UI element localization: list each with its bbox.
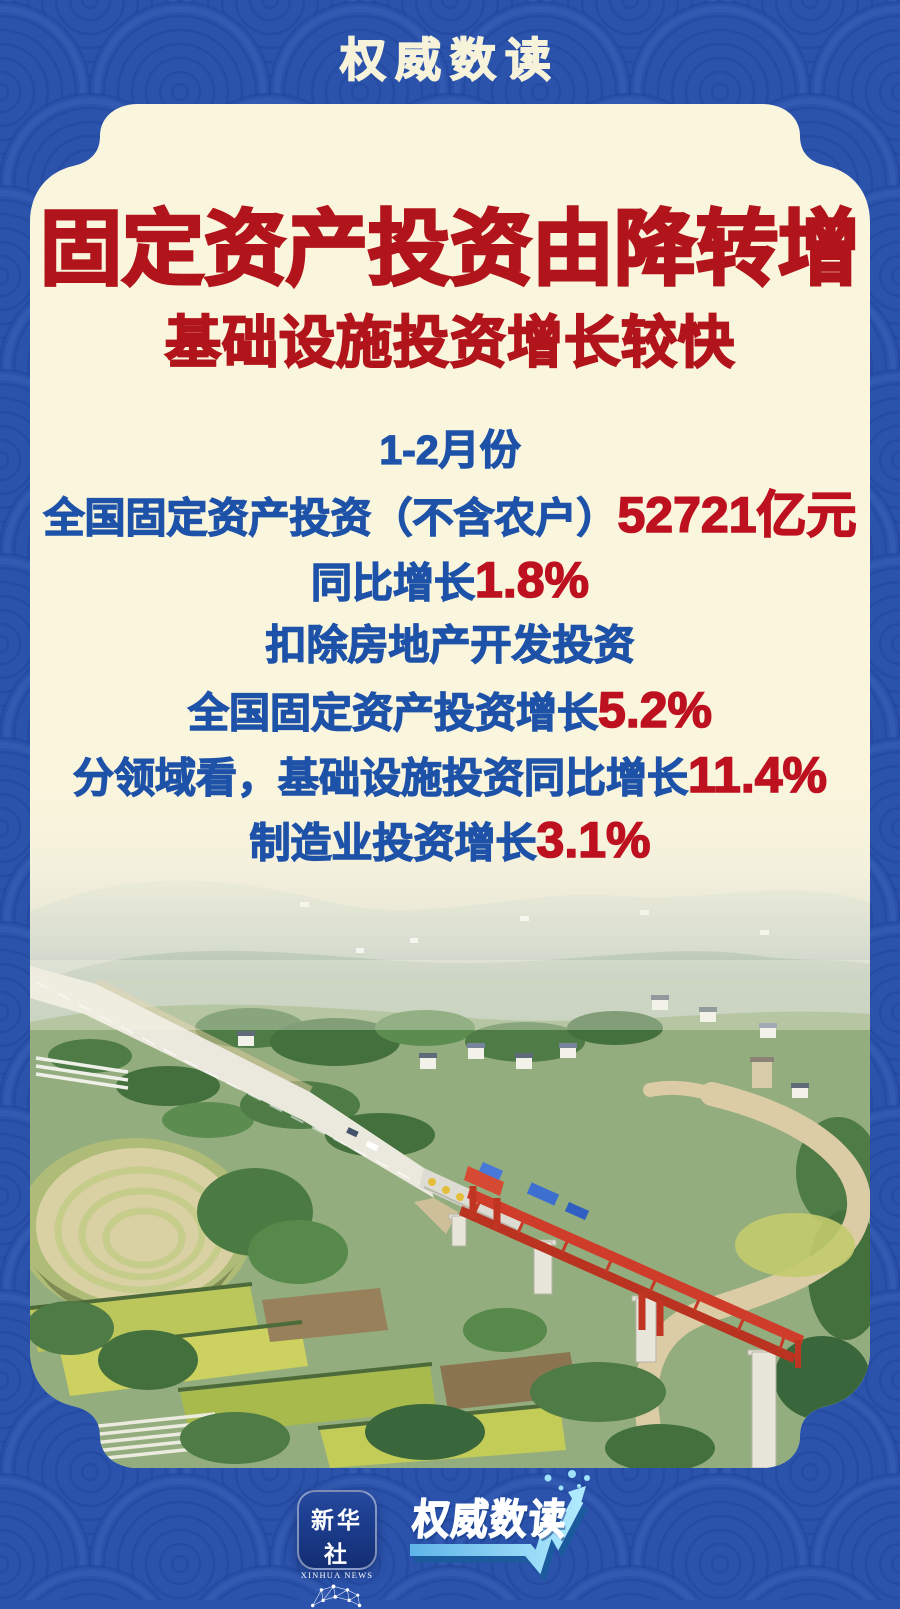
xinhua-logo-english: XINHUA NEWS bbox=[300, 1570, 374, 1580]
terraced-paddy-pond bbox=[30, 1138, 348, 1320]
farm-fields bbox=[30, 1282, 870, 1468]
stat-segment-blue: 同比增长 bbox=[310, 559, 476, 606]
aerial-construction-photo bbox=[30, 765, 870, 1468]
page-title: 权威数读 bbox=[339, 33, 560, 87]
headline-subtitle: 基础设施投资增长较快 bbox=[164, 311, 735, 375]
stat-segment-blue: 全国固定资产投资（不含农户） bbox=[43, 494, 618, 541]
statistics-block: 1-2月份 全国固定资产投资（不含农户）52721亿元 同比增长1.8% 扣除房地产开… bbox=[0, 418, 900, 873]
brand-logo-quanwei-shudu: 权威数读 bbox=[410, 1495, 571, 1543]
stat-line: 制造业投资增长3.1% bbox=[0, 808, 900, 873]
stat-line: 全国固定资产投资增长5.2% bbox=[0, 678, 900, 743]
stat-segment-blue: 1-2月份 bbox=[379, 426, 522, 473]
xinhua-news-app-icon: 新华社 XINHUA NEWS bbox=[297, 1490, 377, 1608]
stat-segment-red: 3.1% bbox=[536, 811, 652, 869]
greenhouse-strips bbox=[35, 1056, 129, 1090]
stat-segment-blue: 制造业投资增长 bbox=[249, 819, 537, 866]
girder-launcher-machine bbox=[428, 1161, 804, 1368]
stat-line: 分领域看，基础设施投资同比增长11.4% bbox=[0, 743, 900, 808]
stat-segment-red: 5.2% bbox=[597, 681, 713, 739]
stat-segment-blue: 扣除房地产开发投资 bbox=[265, 621, 635, 668]
stat-line: 1-2月份 bbox=[0, 418, 900, 483]
stat-segment-red: 11.4% bbox=[687, 746, 828, 804]
stat-line: 扣除房地产开发投资 bbox=[0, 613, 900, 678]
stat-line: 全国固定资产投资（不含农户）52721亿元 bbox=[0, 483, 900, 548]
stat-segment-blue: 全国固定资产投资增长 bbox=[187, 689, 599, 736]
xinhua-logo-chinese: 新华社 bbox=[311, 1508, 363, 1567]
trend-arrow-icon bbox=[410, 1470, 590, 1582]
constellation-network-icon bbox=[311, 1584, 362, 1608]
dirt-road bbox=[630, 1082, 870, 1468]
stat-segment-red: 52721亿元 bbox=[617, 486, 858, 544]
headline-title: 固定资产投资由降转增 bbox=[38, 203, 861, 297]
expressway-road bbox=[30, 966, 434, 1198]
stat-segment-blue: 分领域看，基础设施投资同比增长 bbox=[72, 754, 688, 801]
stat-line: 同比增长1.8% bbox=[0, 548, 900, 613]
stat-segment-red: 1.8% bbox=[474, 551, 590, 609]
